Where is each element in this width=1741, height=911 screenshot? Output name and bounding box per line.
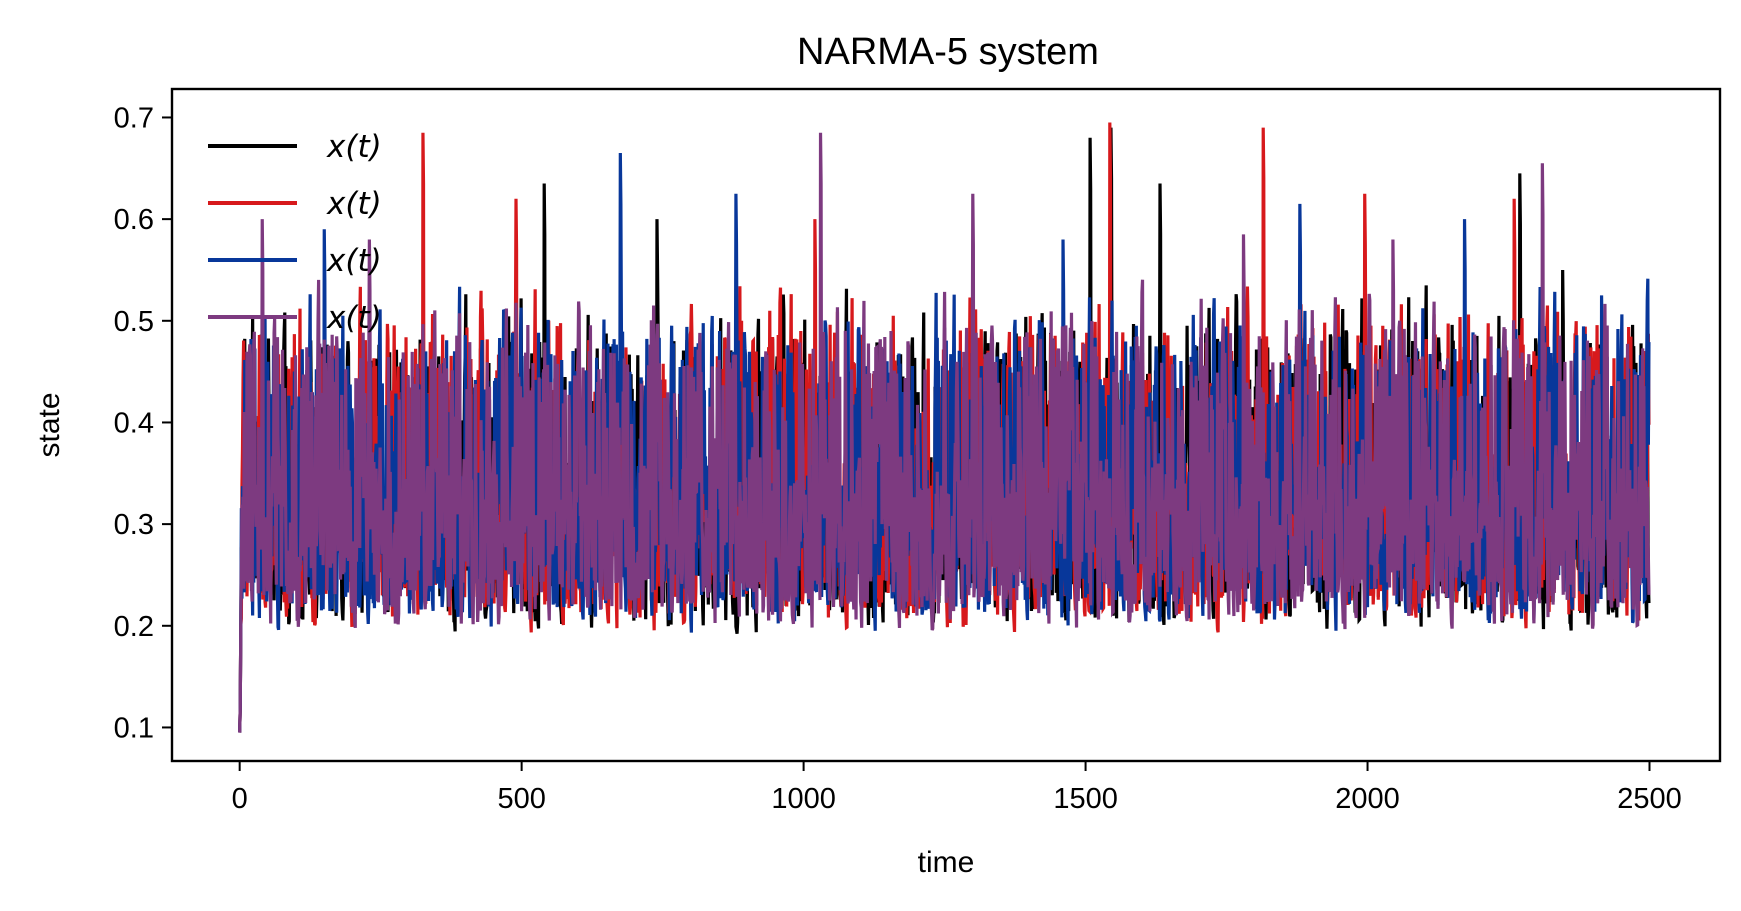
series-line-4 <box>238 132 1651 733</box>
series-layer <box>238 122 1651 733</box>
x-tick-label: 2500 <box>1617 783 1682 815</box>
x-axis: 0 500 1000 1500 2000 2500 <box>232 761 1682 815</box>
legend-label-2: x(t) <box>326 186 382 222</box>
plot-frame <box>170 87 1722 763</box>
x-tick-label: 1500 <box>1053 783 1118 815</box>
x-tick-label: 2000 <box>1335 783 1400 815</box>
chart-title: NARMA-5 system <box>797 31 1099 73</box>
y-tick-label: 0.5 <box>114 306 154 338</box>
y-tick-label: 0.2 <box>114 611 154 643</box>
x-tick-label: 0 <box>232 783 248 815</box>
y-tick-label: 0.1 <box>114 712 154 744</box>
x-tick-label: 1000 <box>771 783 836 815</box>
y-axis-label: state <box>33 392 66 457</box>
y-tick-label: 0.6 <box>114 204 154 236</box>
x-tick-label: 500 <box>497 783 545 815</box>
y-tick-label: 0.3 <box>114 509 154 541</box>
x-axis-label: time <box>918 846 975 879</box>
y-tick-label: 0.7 <box>114 102 154 134</box>
legend-label-3: x(t) <box>326 243 382 279</box>
legend-label-4: x(t) <box>326 300 382 336</box>
y-tick-label: 0.4 <box>114 407 154 439</box>
legend: x(t) x(t) x(t) x(t) <box>208 129 382 336</box>
y-axis: 0.1 0.2 0.3 0.4 0.5 0.6 0.7 <box>114 102 172 744</box>
legend-label-1: x(t) <box>326 129 382 165</box>
